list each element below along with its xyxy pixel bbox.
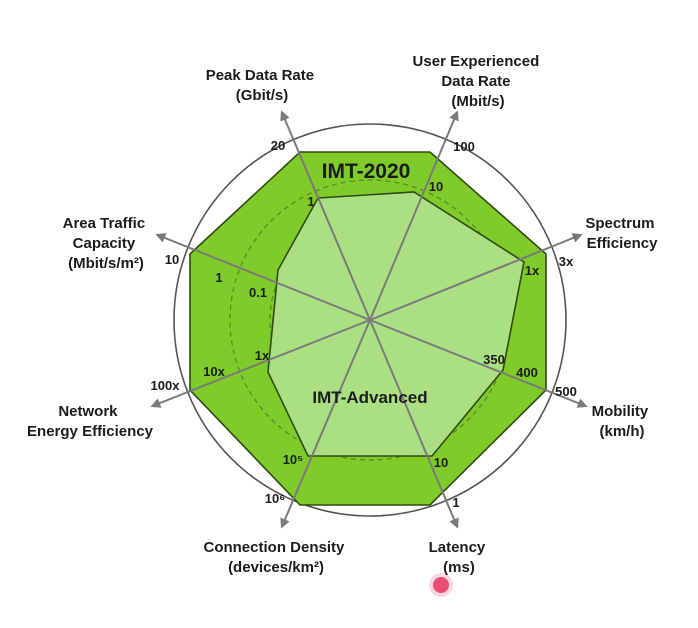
tick-energy-imt2020: 100x (151, 378, 181, 393)
tick-spectrum-imt2020: 3x (559, 254, 574, 269)
imt-advanced-title: IMT-Advanced (312, 388, 427, 407)
tick-spectrum-adv: 1x (525, 263, 540, 278)
tick-user-imt2020: 100 (453, 139, 475, 154)
axis-arrows (150, 110, 588, 529)
cursor-dot-glow (429, 573, 453, 597)
tick-energy-mid: 10x (203, 364, 225, 379)
tick-latency-adv: 10 (434, 455, 448, 470)
tick-energy-adv: 1x (255, 348, 270, 363)
outer-ring (173, 123, 567, 517)
tick-connection-adv: 10⁵ (283, 452, 304, 467)
axis-arrow-connection (280, 319, 371, 529)
axis-label-user-experienced-data-rate: User Experienced Data Rate (Mbit/s) (413, 53, 544, 110)
axis-arrow-energy (150, 319, 371, 408)
axis-label-area-traffic-capacity: Area Traffic Capacity (Mbit/s/m²) (63, 215, 150, 272)
cursor-dot (433, 577, 449, 593)
tick-latency-imt2020: 1 (452, 495, 459, 510)
axis-label-latency: Latency (ms) (429, 539, 490, 576)
axis-label-connection-density: Connection Density (devices/km²) (203, 539, 348, 576)
tick-mobility-mid: 400 (516, 365, 538, 380)
tick-peak-imt2020: 20 (271, 138, 285, 153)
axis-label-mobility: Mobility (km/h) (592, 403, 653, 440)
tick-peak-adv: 1 (307, 194, 314, 209)
axis-arrow-peak (280, 110, 371, 321)
axis-label-network-energy-efficiency: Network Energy Efficiency (27, 403, 154, 440)
axis-label-spectrum-efficiency: Spectrum Efficiency (585, 215, 658, 252)
axis-arrow-mobility (369, 319, 588, 408)
axis-arrow-latency (369, 319, 459, 529)
tick-connection-imt2020: 10⁶ (265, 491, 285, 506)
axis-arrow-spectrum (369, 233, 583, 321)
tick-area-adv: 0.1 (249, 285, 267, 300)
axis-arrow-area (155, 233, 371, 321)
tick-user-adv: 10 (429, 179, 443, 194)
axis-arrow-user (369, 110, 459, 321)
tick-area-imt2020: 10 (165, 252, 179, 267)
imt-advanced-polygon (267, 191, 525, 457)
tick-mobility-adv: 350 (483, 352, 505, 367)
imt2020-title: IMT-2020 (322, 160, 411, 183)
axis-label-peak-data-rate: Peak Data Rate (Gbit/s) (206, 67, 319, 104)
tick-mobility-imt2020: 500 (555, 384, 577, 399)
tick-area-mid: 1 (215, 270, 222, 285)
